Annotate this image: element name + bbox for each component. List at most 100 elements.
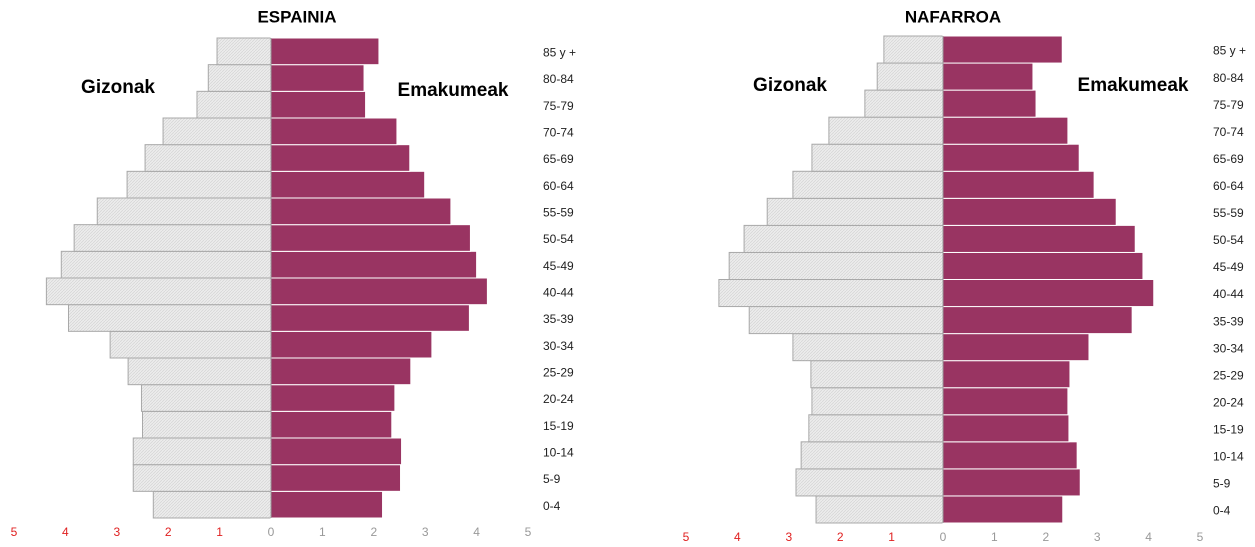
- x-tick-label: 4: [62, 525, 69, 539]
- x-tick-label: 3: [422, 525, 429, 539]
- x-tick-label: 1: [216, 525, 223, 539]
- female-bar: [942, 360, 1071, 389]
- male-bar: [800, 441, 944, 470]
- chart-title: ESPAINIA: [257, 7, 336, 26]
- female-bar: [270, 277, 488, 306]
- female-bar: [270, 117, 398, 146]
- male-bar: [60, 250, 272, 279]
- male-bar: [132, 464, 272, 492]
- male-bar: [196, 90, 272, 119]
- age-label: 60-64: [543, 179, 574, 193]
- x-tick-label: 1: [888, 530, 895, 544]
- male-bar: [795, 468, 944, 497]
- male-bar: [45, 277, 272, 306]
- age-label: 75-79: [1213, 98, 1244, 112]
- age-label: 85 y +: [1213, 44, 1246, 58]
- male-bar: [67, 304, 272, 332]
- female-bar: [942, 116, 1069, 145]
- age-label: 30-34: [1213, 341, 1244, 355]
- age-label: 5-9: [1213, 477, 1231, 491]
- age-label: 5-9: [543, 472, 561, 486]
- x-tick-label: 5: [11, 525, 18, 539]
- male-bar: [815, 495, 944, 524]
- female-bar: [942, 333, 1090, 362]
- male-bar: [811, 143, 944, 172]
- age-label: 45-49: [1213, 260, 1244, 274]
- female-bar: [942, 279, 1155, 308]
- age-label: 15-19: [543, 419, 574, 433]
- female-bar: [942, 62, 1034, 91]
- age-label: 0-4: [1213, 504, 1231, 518]
- legend-male: Gizonak: [753, 75, 827, 96]
- x-tick-label: 4: [1145, 530, 1152, 544]
- male-bar: [718, 279, 944, 308]
- x-tick-label: 5: [525, 525, 532, 539]
- age-label: 30-34: [543, 339, 574, 353]
- male-bar: [864, 89, 944, 118]
- x-tick-label: 0: [268, 525, 275, 539]
- female-bar: [270, 490, 384, 519]
- female-bar: [270, 64, 365, 92]
- female-bar: [942, 306, 1133, 335]
- age-label: 25-29: [1213, 368, 1244, 382]
- age-label: 45-49: [543, 259, 574, 273]
- female-bar: [942, 170, 1095, 199]
- x-tick-label: 3: [1094, 530, 1101, 544]
- female-bar: [270, 437, 403, 466]
- age-label: 65-69: [543, 152, 574, 166]
- female-bar: [270, 464, 402, 492]
- age-label: 25-29: [543, 366, 574, 380]
- female-bar: [942, 441, 1078, 470]
- male-bar: [743, 224, 944, 253]
- x-tick-label: 5: [683, 530, 690, 544]
- female-bar: [942, 89, 1037, 118]
- female-bar: [942, 251, 1144, 280]
- age-label: 40-44: [1213, 287, 1244, 301]
- female-bar: [270, 330, 433, 359]
- male-bar: [132, 437, 272, 466]
- x-tick-label: 1: [319, 525, 326, 539]
- age-label: 70-74: [1213, 125, 1244, 139]
- age-label: 0-4: [543, 499, 561, 513]
- age-label: 55-59: [1213, 206, 1244, 220]
- age-label: 60-64: [1213, 179, 1244, 193]
- x-tick-label: 4: [473, 525, 480, 539]
- chart-title: NAFARROA: [905, 7, 1001, 26]
- female-bar: [270, 384, 396, 412]
- x-tick-label: 2: [165, 525, 172, 539]
- age-label: 35-39: [543, 312, 574, 326]
- female-bar: [942, 387, 1069, 416]
- male-bar: [792, 170, 944, 199]
- female-bar: [270, 224, 471, 252]
- age-label: 70-74: [543, 126, 574, 140]
- male-bar: [792, 333, 944, 362]
- age-label: 85 y +: [543, 46, 576, 60]
- legend-female: Emakumeak: [398, 80, 509, 101]
- x-tick-label: 2: [370, 525, 377, 539]
- male-bar: [808, 414, 944, 443]
- age-label: 80-84: [1213, 71, 1244, 85]
- female-bar: [942, 35, 1063, 64]
- male-bar: [828, 116, 944, 145]
- male-bar: [766, 197, 944, 226]
- male-bar: [140, 384, 272, 412]
- age-label: 55-59: [543, 206, 574, 220]
- age-label: 10-14: [543, 446, 574, 460]
- female-bar: [942, 468, 1081, 497]
- age-label: 40-44: [543, 286, 574, 300]
- female-bar: [270, 90, 367, 119]
- x-tick-label: 3: [785, 530, 792, 544]
- female-bar: [942, 143, 1080, 172]
- male-bar: [152, 490, 272, 519]
- legend-male: Gizonak: [81, 77, 155, 98]
- male-bar: [109, 330, 272, 359]
- age-label: 65-69: [1213, 152, 1244, 166]
- female-bar: [942, 495, 1064, 524]
- x-tick-label: 3: [113, 525, 120, 539]
- female-bar: [270, 304, 470, 332]
- male-bar: [216, 37, 272, 66]
- male-bar: [728, 251, 944, 280]
- age-label: 80-84: [543, 72, 574, 86]
- female-bar: [270, 357, 412, 386]
